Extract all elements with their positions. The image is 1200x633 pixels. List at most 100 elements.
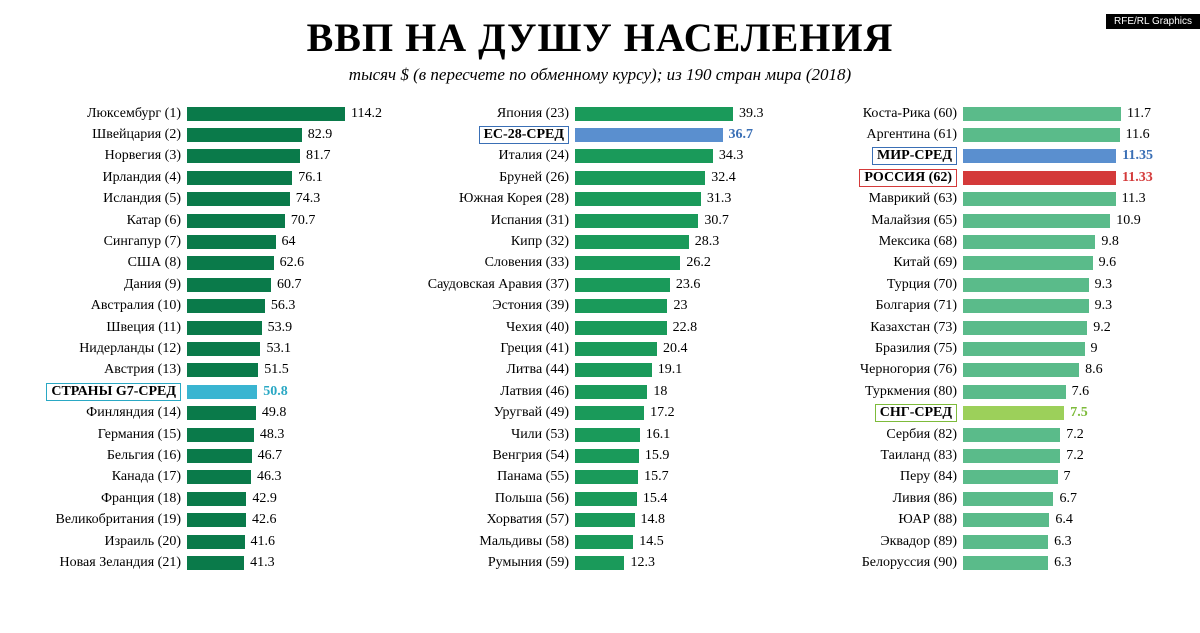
bar-row: Дания (9)60.7 <box>22 274 402 295</box>
bar-value: 53.1 <box>266 342 291 356</box>
bar-label: Южная Корея (28) <box>410 192 575 206</box>
bar-label: Италия (24) <box>410 149 575 163</box>
bar-value: 74.3 <box>296 192 321 206</box>
bar <box>963 385 1066 399</box>
bar-label: Япония (23) <box>410 107 575 121</box>
bar-value: 18 <box>653 385 667 399</box>
bar-value: 15.9 <box>645 449 670 463</box>
bar-value: 32.4 <box>711 171 736 185</box>
bar <box>963 428 1060 442</box>
bar-row: Австралия (10) 56.3 <box>22 296 402 317</box>
bar <box>963 214 1110 228</box>
bar <box>187 107 345 121</box>
bar <box>187 128 302 142</box>
bar-row: Коста-Рика (60)11.7 <box>798 103 1178 124</box>
bar-row: Латвия (46)18 <box>410 381 790 402</box>
bar-row: Казахстан (73)9.2 <box>798 317 1178 338</box>
bar <box>187 556 244 570</box>
bar-label: Турция (70) <box>798 278 963 292</box>
bar-row: Бруней (26) 32.4 <box>410 167 790 188</box>
bar-value: 26.2 <box>686 256 711 270</box>
bar <box>187 299 265 313</box>
bar-row: СНГ-СРЕД7.5 <box>798 402 1178 423</box>
bar <box>187 535 245 549</box>
bar-label: Китай (69) <box>798 256 963 270</box>
bar-value: 42.6 <box>252 513 277 527</box>
bar-value: 9 <box>1091 342 1098 356</box>
bar-value: 41.6 <box>251 535 276 549</box>
chart-column-2: Япония (23) 39.3 ЕС-28-СРЕД36.7 Италия (24)… <box>410 103 790 574</box>
bar-row: Бельгия (16)46.7 <box>22 445 402 466</box>
bar-row: Перу (84)7 <box>798 467 1178 488</box>
bar-value: 56.3 <box>271 299 296 313</box>
bar-row: Литва (44)19.1 <box>410 360 790 381</box>
bar-value: 11.33 <box>1122 171 1153 185</box>
bar-label: Хорватия (57) <box>410 513 575 527</box>
bar <box>187 149 300 163</box>
bar-label: ЮАР (88) <box>798 513 963 527</box>
bar-label: Румыния (59) <box>410 556 575 570</box>
bar <box>963 363 1079 377</box>
bar <box>963 299 1089 313</box>
bar <box>187 492 246 506</box>
bar-row: Китай (69)9.6 <box>798 253 1178 274</box>
bar <box>187 449 252 463</box>
bar <box>187 214 285 228</box>
bar-row: РОССИЯ (62) 11.33 <box>798 167 1178 188</box>
bar-value: 23 <box>673 299 687 313</box>
bar-row: Великобритания (19)42.6 <box>22 509 402 530</box>
bar-label: Казахстан (73) <box>798 321 963 335</box>
bar-value: 70.7 <box>291 214 316 228</box>
bar-label: Литва (44) <box>410 363 575 377</box>
bar-row: США (8)62.6 <box>22 253 402 274</box>
bar-label: Катар (6) <box>22 214 187 228</box>
bar-label: РОССИЯ (62) <box>859 169 957 187</box>
bar-row: ЮАР (88) 6.4 <box>798 509 1178 530</box>
bar-row: Новая Зеландия (21)41.3 <box>22 552 402 573</box>
bar <box>575 513 635 527</box>
chart-title: ВВП НА ДУШУ НАСЕЛЕНИЯ <box>0 14 1200 61</box>
bar-label: Панама (55) <box>410 470 575 484</box>
bar <box>963 342 1085 356</box>
bar <box>575 192 701 206</box>
bar-row: Швеция (11)53.9 <box>22 317 402 338</box>
bar-row: МИР-СРЕД11.35 <box>798 146 1178 167</box>
bar-row: Черногория (76)8.6 <box>798 360 1178 381</box>
bar-row: Малайзия (65)10.9 <box>798 210 1178 231</box>
bar-row: Финляндия (14)49.8 <box>22 402 402 423</box>
bar-label: МИР-СРЕД <box>872 147 957 165</box>
bar-row: Панама (55)15.7 <box>410 467 790 488</box>
bar-label: Коста-Рика (60) <box>798 107 963 121</box>
bar-value: 20.4 <box>663 342 688 356</box>
credit-badge: RFE/RL Graphics <box>1106 14 1200 29</box>
chart-columns: Люксембург (1)114.2Швейцария (2)82.9Норв… <box>0 103 1200 574</box>
bar-label: Израиль (20) <box>22 535 187 549</box>
bar-row: Венгрия (54)15.9 <box>410 445 790 466</box>
bar-label: Ливия (86) <box>798 492 963 506</box>
bar-label: Перу (84) <box>798 470 963 484</box>
bar-value: 114.2 <box>351 107 382 121</box>
bar-label: Испания (31) <box>410 214 575 228</box>
bar-row: Ливия (86)6.7 <box>798 488 1178 509</box>
bar-label: Эстония (39) <box>410 299 575 313</box>
bar <box>963 513 1049 527</box>
bar-label: Мексика (68) <box>798 235 963 249</box>
bar-value: 14.8 <box>641 513 666 527</box>
bar-label: Дания (9) <box>22 278 187 292</box>
bar <box>963 149 1116 163</box>
bar-row: Бразилия (75)9 <box>798 338 1178 359</box>
bar-label: Бруней (26) <box>410 171 575 185</box>
bar-row: Белоруссия (90)6.3 <box>798 552 1178 573</box>
bar-value: 39.3 <box>739 107 764 121</box>
bar-label: Австралия (10) <box>22 299 187 313</box>
bar-value: 9.3 <box>1095 299 1113 313</box>
bar-label: Новая Зеландия (21) <box>22 556 187 570</box>
bar <box>187 406 256 420</box>
bar-value: 6.4 <box>1055 513 1073 527</box>
bar-row: ЕС-28-СРЕД36.7 <box>410 124 790 145</box>
bar-label: Маврикий (63) <box>798 192 963 206</box>
bar <box>963 171 1116 185</box>
bar <box>575 449 639 463</box>
bar-row: Нидерланды (12)53.1 <box>22 338 402 359</box>
bar-value: 8.6 <box>1085 363 1103 377</box>
